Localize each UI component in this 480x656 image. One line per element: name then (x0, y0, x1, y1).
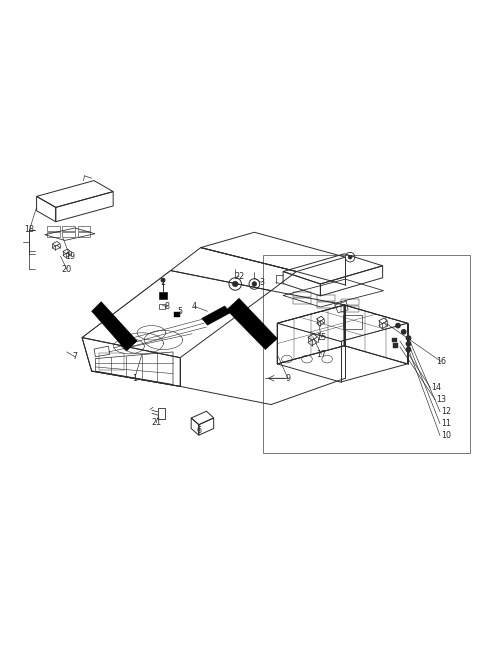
Text: 10: 10 (441, 431, 451, 440)
Bar (78, 226, 90, 231)
Bar (47, 232, 60, 237)
Text: 8: 8 (165, 302, 170, 311)
Bar (99, 353, 124, 369)
Text: 3: 3 (259, 278, 264, 287)
Bar (340, 306, 359, 312)
Bar (158, 292, 167, 299)
Circle shape (395, 323, 401, 329)
Circle shape (161, 278, 165, 282)
Polygon shape (92, 302, 137, 351)
Bar (393, 343, 398, 348)
Circle shape (252, 281, 257, 286)
Bar (343, 315, 361, 329)
Bar (62, 232, 75, 237)
Text: 5: 5 (178, 307, 183, 316)
Circle shape (406, 346, 411, 352)
Bar (174, 312, 180, 317)
Bar (157, 409, 165, 419)
Bar (293, 292, 311, 297)
Bar (293, 298, 311, 304)
Text: 16: 16 (436, 357, 446, 366)
Circle shape (406, 341, 411, 346)
Text: 12: 12 (441, 407, 451, 417)
Circle shape (348, 255, 352, 259)
Text: 2: 2 (161, 278, 166, 287)
Text: 6: 6 (197, 426, 202, 436)
Text: 13: 13 (436, 396, 446, 404)
Bar (317, 295, 335, 301)
Bar (158, 304, 165, 309)
Polygon shape (202, 306, 230, 325)
Text: 15: 15 (316, 333, 326, 342)
Bar (62, 226, 75, 231)
Text: 20: 20 (62, 264, 72, 274)
Text: 14: 14 (431, 383, 441, 392)
Bar (78, 232, 90, 237)
Text: 11: 11 (441, 419, 451, 428)
Text: 9: 9 (285, 374, 290, 382)
Circle shape (401, 329, 407, 335)
Text: 7: 7 (72, 352, 77, 361)
Bar (47, 226, 60, 231)
Text: 18: 18 (24, 226, 35, 234)
Text: 21: 21 (151, 419, 161, 427)
Text: 19: 19 (65, 252, 75, 260)
Text: 1: 1 (132, 374, 137, 382)
Text: 17: 17 (316, 350, 326, 359)
Bar (340, 299, 359, 305)
Polygon shape (227, 298, 277, 350)
Circle shape (232, 281, 238, 287)
Text: 4: 4 (192, 302, 197, 311)
Bar (392, 338, 397, 342)
Bar (317, 302, 335, 308)
Bar (263, 255, 470, 453)
Circle shape (406, 335, 411, 341)
Text: 22: 22 (234, 272, 244, 281)
